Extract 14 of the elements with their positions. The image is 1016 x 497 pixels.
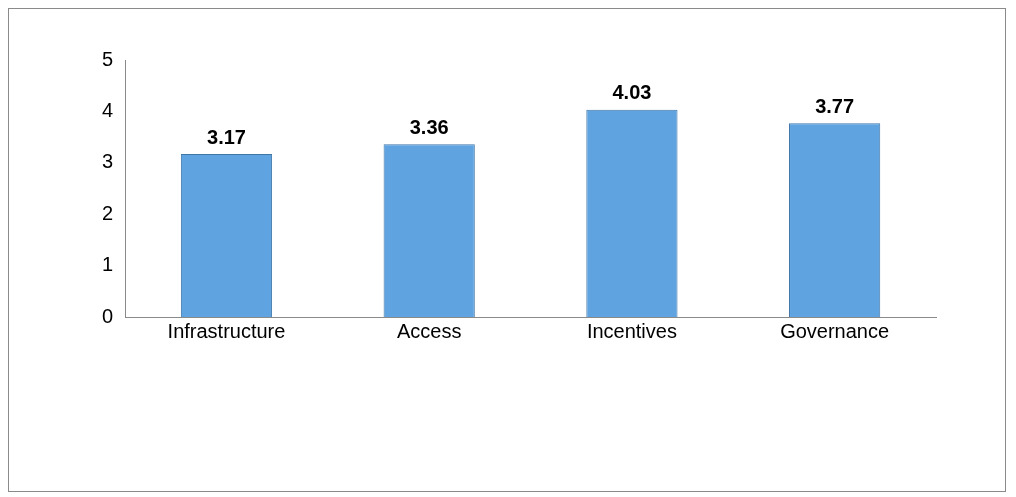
- y-tick-label: 3: [102, 150, 114, 173]
- data-label: 3.17: [207, 125, 246, 148]
- x-tick-label: Infrastructure: [167, 319, 286, 342]
- data-label: 4.03: [612, 81, 652, 104]
- y-tick-label: 0: [102, 304, 114, 327]
- y-tick-label: 1: [102, 253, 114, 276]
- y-tick-label: 2: [102, 201, 114, 224]
- x-tick-label: Governance: [780, 319, 890, 342]
- y-tick-label: 4: [102, 98, 114, 121]
- data-label: 3.77: [815, 94, 855, 117]
- x-tick-label: Incentives: [586, 319, 677, 342]
- y-tick-label: 5: [102, 47, 114, 70]
- x-tick-label: Access: [396, 319, 462, 342]
- data-label: 3.36: [409, 115, 449, 138]
